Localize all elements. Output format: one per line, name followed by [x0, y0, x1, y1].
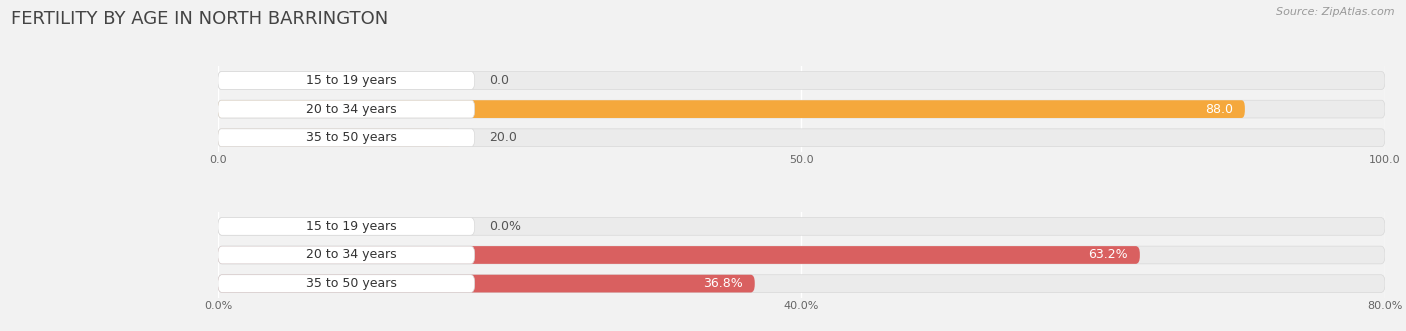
- FancyBboxPatch shape: [218, 275, 1385, 293]
- Text: 36.8%: 36.8%: [703, 277, 744, 290]
- Text: 20 to 34 years: 20 to 34 years: [307, 103, 396, 116]
- Text: 15 to 19 years: 15 to 19 years: [307, 74, 396, 87]
- FancyBboxPatch shape: [218, 100, 475, 118]
- Text: FERTILITY BY AGE IN NORTH BARRINGTON: FERTILITY BY AGE IN NORTH BARRINGTON: [11, 10, 388, 28]
- FancyBboxPatch shape: [218, 129, 1385, 147]
- Text: 35 to 50 years: 35 to 50 years: [307, 131, 396, 144]
- Text: 20.0: 20.0: [489, 131, 516, 144]
- FancyBboxPatch shape: [218, 100, 1244, 118]
- FancyBboxPatch shape: [218, 217, 1385, 235]
- Text: Source: ZipAtlas.com: Source: ZipAtlas.com: [1277, 7, 1395, 17]
- Text: 20 to 34 years: 20 to 34 years: [307, 249, 396, 261]
- Text: 88.0: 88.0: [1205, 103, 1233, 116]
- Text: 0.0: 0.0: [489, 74, 509, 87]
- FancyBboxPatch shape: [218, 100, 1385, 118]
- FancyBboxPatch shape: [218, 246, 475, 264]
- FancyBboxPatch shape: [218, 246, 1140, 264]
- Text: 15 to 19 years: 15 to 19 years: [307, 220, 396, 233]
- FancyBboxPatch shape: [218, 275, 475, 293]
- FancyBboxPatch shape: [218, 275, 755, 293]
- Text: 63.2%: 63.2%: [1088, 249, 1128, 261]
- FancyBboxPatch shape: [218, 217, 475, 235]
- FancyBboxPatch shape: [218, 246, 1385, 264]
- Text: 35 to 50 years: 35 to 50 years: [307, 277, 396, 290]
- FancyBboxPatch shape: [218, 71, 475, 89]
- FancyBboxPatch shape: [218, 129, 451, 147]
- Text: 0.0%: 0.0%: [489, 220, 520, 233]
- FancyBboxPatch shape: [218, 129, 475, 147]
- FancyBboxPatch shape: [218, 71, 1385, 89]
